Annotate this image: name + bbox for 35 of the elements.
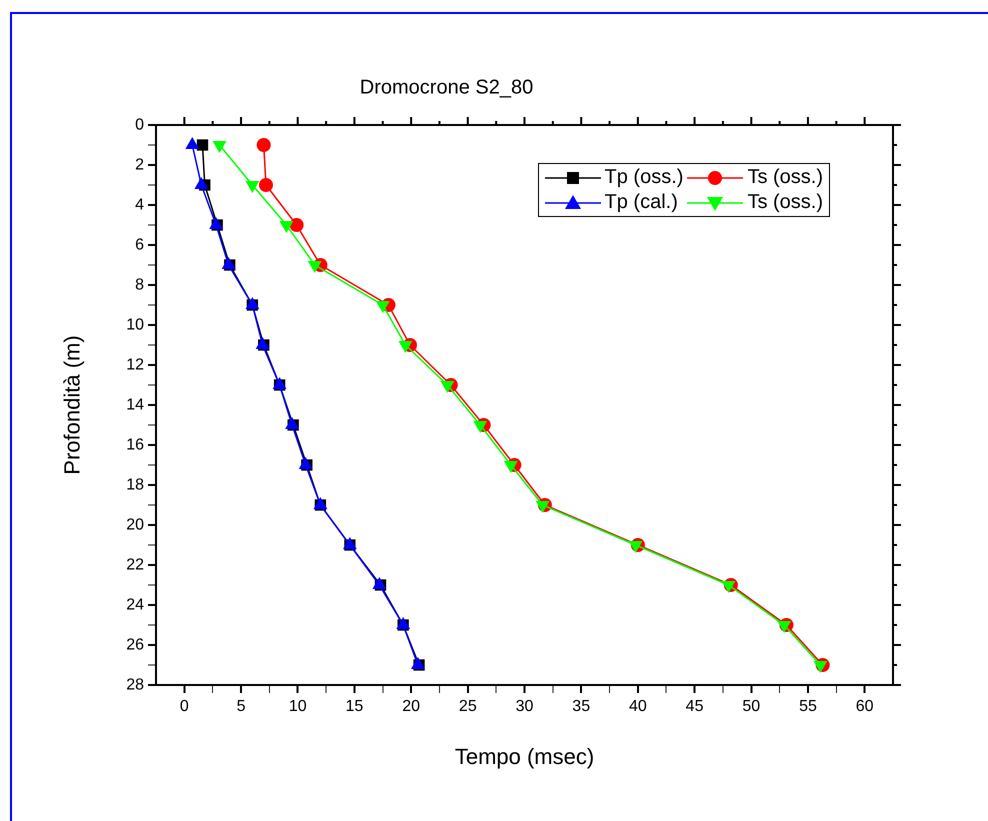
legend-label: Tp (oss.) xyxy=(604,166,684,189)
y-axis-title: Profondità (m) xyxy=(59,335,84,475)
x-tick-label: 40 xyxy=(628,698,647,716)
x-tick-label: 10 xyxy=(288,698,307,716)
y-tick-label: 20 xyxy=(126,516,144,534)
x-tick-label: 20 xyxy=(402,698,420,716)
y-tick-label: 16 xyxy=(126,436,144,454)
y-tick-label: 22 xyxy=(126,556,144,574)
x-axis-title: Tempo (msec) xyxy=(454,744,594,769)
x-tick-label: 0 xyxy=(180,698,189,716)
x-tick-label: 35 xyxy=(572,698,590,716)
y-tick-label: 14 xyxy=(126,396,144,414)
y-tick-label: 8 xyxy=(135,276,144,294)
x-tick-label: 15 xyxy=(346,698,364,716)
y-tick-label: 6 xyxy=(135,236,144,254)
y-tick-label: 12 xyxy=(126,356,144,374)
y-tick-label: 26 xyxy=(126,636,144,654)
legend-label: Ts (oss.) xyxy=(747,191,823,214)
y-tick-label: 0 xyxy=(135,116,144,134)
y-tick-label: 10 xyxy=(126,316,144,334)
x-tick-label: 55 xyxy=(799,698,817,716)
y-tick-label: 2 xyxy=(135,156,144,174)
x-tick-label: 45 xyxy=(686,698,704,716)
legend-label: Ts (oss.) xyxy=(747,166,823,189)
y-tick-label: 24 xyxy=(126,596,144,614)
y-tick-label: 18 xyxy=(126,476,144,494)
legend-label: Tp (cal.) xyxy=(604,191,679,214)
x-tick-label: 25 xyxy=(458,698,477,716)
chart-title: Dromocrone S2_80 xyxy=(360,76,534,99)
x-tick-label: 5 xyxy=(236,698,246,716)
x-tick-label: 50 xyxy=(742,698,760,716)
x-tick-label: 60 xyxy=(856,698,874,716)
y-tick-label: 28 xyxy=(126,676,144,694)
x-tick-label: 30 xyxy=(516,698,534,716)
y-tick-label: 4 xyxy=(135,196,144,214)
